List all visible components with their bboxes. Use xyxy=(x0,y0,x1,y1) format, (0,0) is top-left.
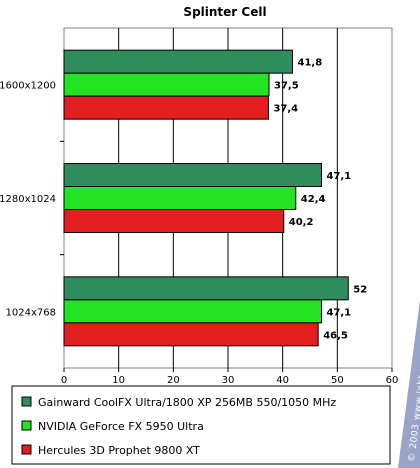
legend: Gainward CoolFX Ultra/1800 XP 256MB 550/… xyxy=(11,385,391,465)
category-label: 1024x768 xyxy=(6,307,56,318)
value-label: 42,4 xyxy=(301,194,326,205)
value-label: 37,5 xyxy=(274,81,299,92)
chart-title: Splinter Cell xyxy=(183,5,266,19)
legend-swatch xyxy=(21,396,32,407)
value-labels: 41,8 37,5 37,4 47,1 42,4 40,2 52 47,1 46,5 xyxy=(273,58,367,342)
value-label: 47,1 xyxy=(326,171,351,182)
bar xyxy=(63,72,270,97)
value-label: 41,8 xyxy=(298,58,323,69)
x-tick-label: 60 xyxy=(386,375,399,386)
category-labels: 1600x1200 1280x1024 1024x768 xyxy=(0,81,64,318)
value-label: 47,1 xyxy=(326,307,351,318)
watermark-strip: © 2003 www.ixbt.com / www.digit-life.com xyxy=(398,246,420,468)
bar xyxy=(63,322,319,347)
x-axis-ticks: 0 10 20 30 40 50 60 xyxy=(61,368,399,386)
x-tick-label: 20 xyxy=(167,375,180,386)
bar xyxy=(63,163,322,187)
bar xyxy=(63,186,297,210)
legend-label: NVIDIA GeForce FX 5950 Ultra xyxy=(38,420,204,433)
x-tick-label: 40 xyxy=(276,375,289,386)
value-label: 46,5 xyxy=(323,330,348,341)
x-tick-label: 30 xyxy=(222,375,235,386)
bar xyxy=(63,209,285,233)
bar xyxy=(63,299,322,324)
x-tick-label: 10 xyxy=(112,375,125,386)
value-label: 52 xyxy=(353,284,367,295)
legend-box xyxy=(11,385,391,465)
legend-swatch xyxy=(21,444,32,455)
category-label: 1280x1024 xyxy=(0,194,56,205)
legend-items: Gainward CoolFX Ultra/1800 XP 256MB 550/… xyxy=(21,396,336,457)
value-label: 40,2 xyxy=(289,217,314,228)
bar xyxy=(63,49,294,74)
bar xyxy=(63,95,269,120)
legend-swatch xyxy=(21,420,32,431)
value-label: 37,4 xyxy=(273,104,298,115)
legend-label: Hercules 3D Prophet 9800 XT xyxy=(38,444,200,457)
x-tick-label: 0 xyxy=(61,375,67,386)
watermark-shape xyxy=(398,300,420,468)
legend-label: Gainward CoolFX Ultra/1800 XP 256MB 550/… xyxy=(38,396,336,409)
bar xyxy=(63,276,349,301)
bars xyxy=(63,49,349,347)
x-tick-label: 50 xyxy=(331,375,344,386)
category-label: 1600x1200 xyxy=(0,81,56,92)
